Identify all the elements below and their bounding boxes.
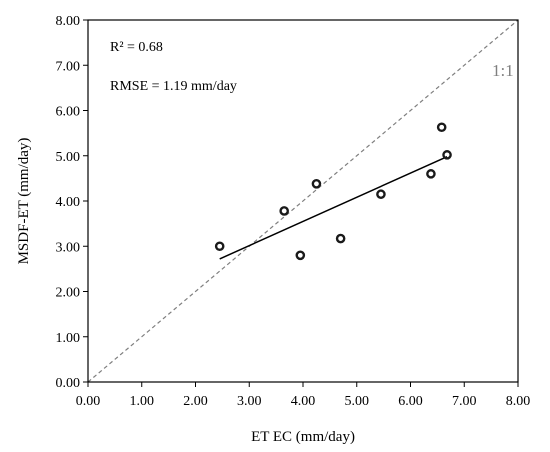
one-to-one-line-group <box>87 19 519 383</box>
y-tick-label: 4.00 <box>56 195 81 210</box>
x-tick-label: 3.00 <box>237 394 262 409</box>
y-tick-label: 3.00 <box>56 240 81 255</box>
y-tick-label: 7.00 <box>56 59 81 74</box>
data-point <box>295 250 306 261</box>
trendline <box>219 155 448 260</box>
x-tick-label: 4.00 <box>291 394 316 409</box>
trendline-group <box>219 155 448 260</box>
data-point <box>335 233 346 244</box>
x-tick-label: 5.00 <box>345 394 370 409</box>
x-axis-label: ET EC (mm/day) <box>251 429 355 445</box>
x-tick-label: 6.00 <box>398 394 423 409</box>
r-squared-annotation: R² = 0.68 <box>110 40 163 55</box>
y-axis-ticks: 0.00 1.00 2.00 3.00 4.00 5.00 6.00 7.00 8.00 <box>56 14 88 391</box>
data-point <box>436 122 447 133</box>
y-tick-label: 6.00 <box>56 105 81 120</box>
data-points <box>214 122 452 261</box>
x-tick-label: 0.00 <box>76 394 101 409</box>
data-point <box>376 189 386 200</box>
y-tick-label: 2.00 <box>56 286 81 301</box>
one-to-one-line <box>87 19 519 383</box>
one-to-one-label: 1:1 <box>492 61 514 80</box>
x-tick-label: 7.00 <box>452 394 477 409</box>
x-axis-ticks: 0.00 1.00 2.00 3.00 4.00 5.00 6.00 7.00 8.00 <box>76 382 531 409</box>
x-tick-label: 8.00 <box>506 394 531 409</box>
data-point <box>311 179 322 189</box>
x-tick-label: 1.00 <box>130 394 155 409</box>
y-tick-label: 1.00 <box>56 331 81 346</box>
data-point <box>442 150 452 160</box>
data-point <box>279 206 289 216</box>
data-point <box>214 241 225 252</box>
y-tick-label: 0.00 <box>56 376 81 391</box>
rmse-annotation: RMSE = 1.19 mm/day <box>110 79 237 94</box>
y-tick-label: 5.00 <box>56 150 81 165</box>
x-tick-label: 2.00 <box>183 394 208 409</box>
y-axis-label: MSDF-ET (mm/day) <box>16 138 32 265</box>
data-point <box>426 169 436 179</box>
y-tick-label: 8.00 <box>56 14 81 29</box>
